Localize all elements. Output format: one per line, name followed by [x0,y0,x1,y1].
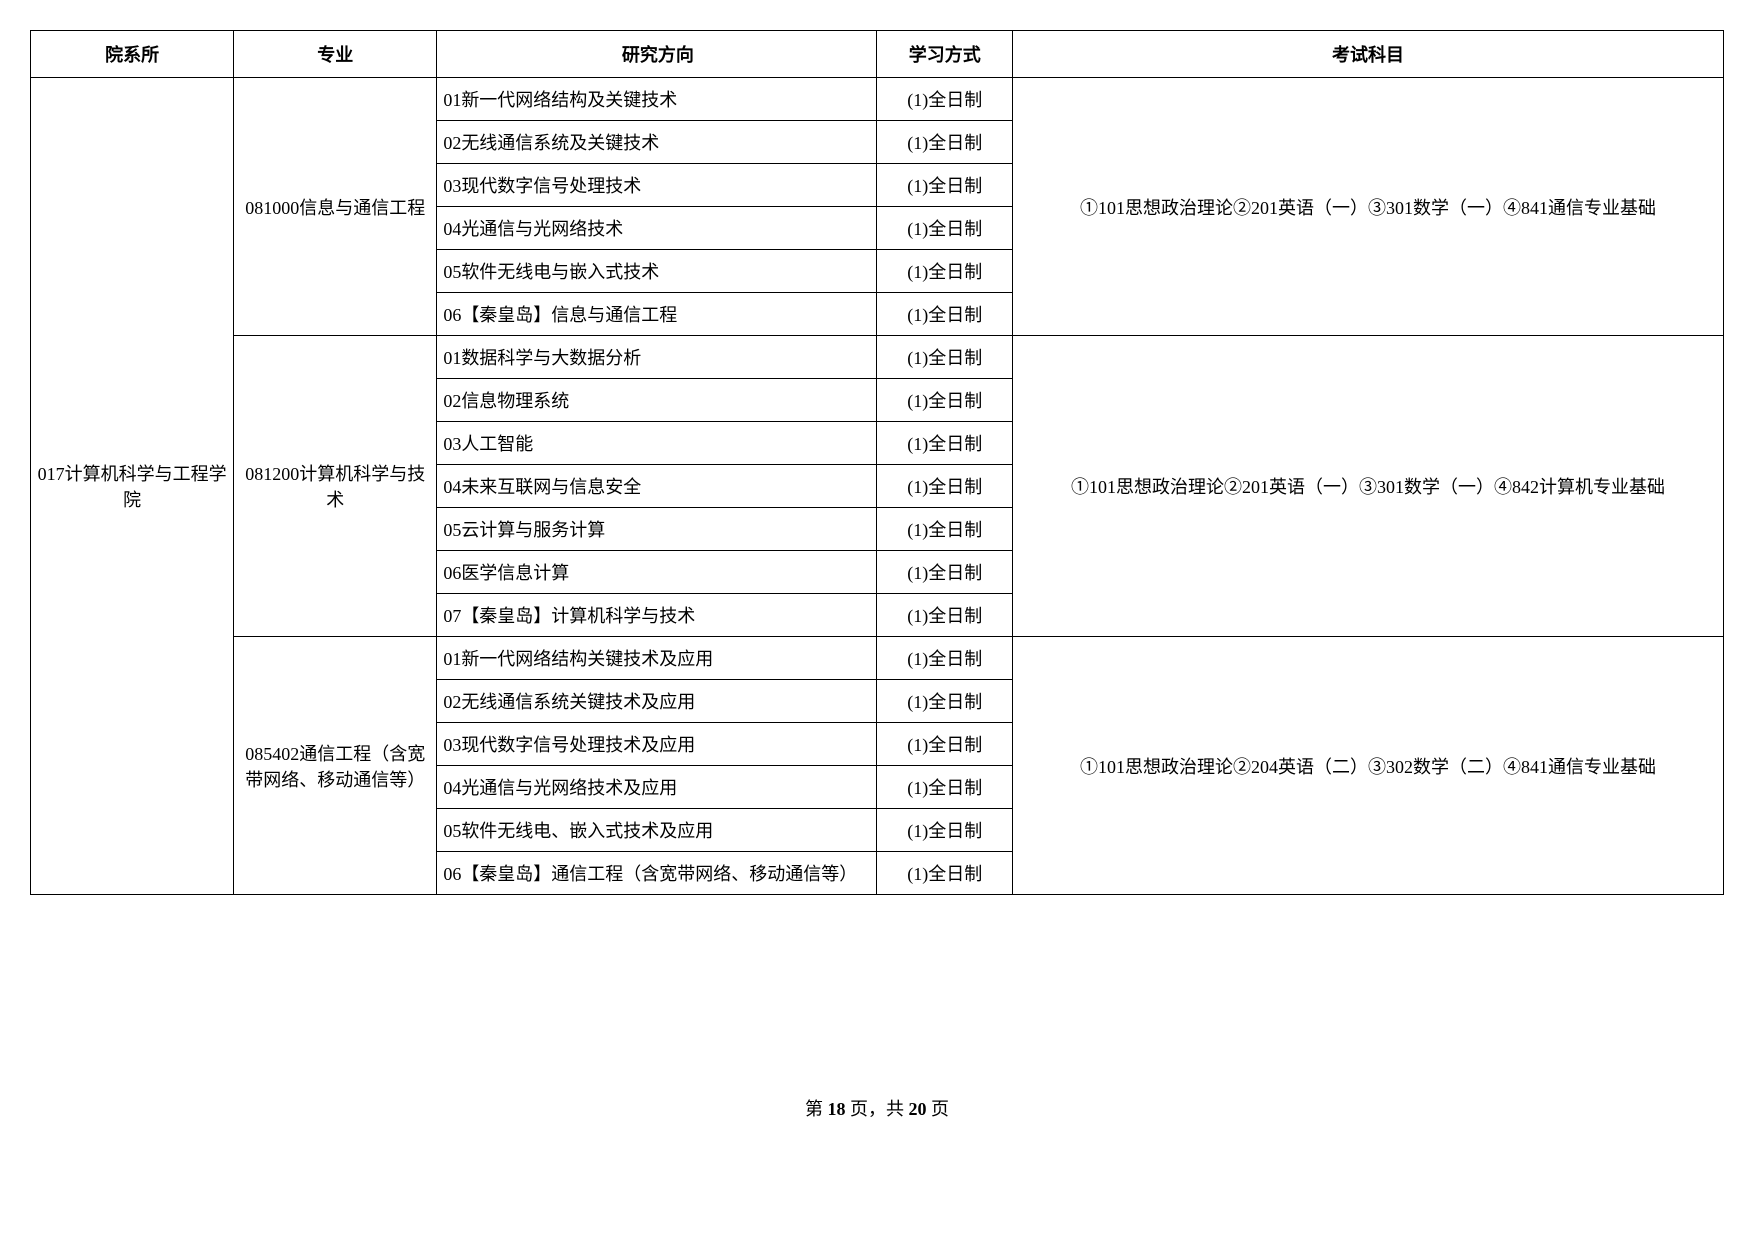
cell-mode: (1)全日制 [877,121,1012,164]
col-major: 专业 [234,31,437,78]
cell-mode: (1)全日制 [877,680,1012,723]
table-row: 081200计算机科学与技术 01数据科学与大数据分析 (1)全日制 ①101思… [31,336,1724,379]
page-footer: 第 18 页，共 20 页 [0,1095,1754,1151]
footer-suffix: 页 [931,1099,949,1119]
cell-mode: (1)全日制 [877,809,1012,852]
cell-direction: 06【秦皇岛】信息与通信工程 [437,293,877,336]
cell-direction: 06医学信息计算 [437,551,877,594]
col-direction: 研究方向 [437,31,877,78]
cell-exam: ①101思想政治理论②201英语（一）③301数学（一）④841通信专业基础 [1012,78,1723,336]
col-mode: 学习方式 [877,31,1012,78]
cell-mode: (1)全日制 [877,293,1012,336]
cell-mode: (1)全日制 [877,78,1012,121]
cell-direction: 01数据科学与大数据分析 [437,336,877,379]
cell-direction: 05云计算与服务计算 [437,508,877,551]
cell-direction: 04光通信与光网络技术 [437,207,877,250]
cell-mode: (1)全日制 [877,551,1012,594]
cell-mode: (1)全日制 [877,723,1012,766]
cell-exam: ①101思想政治理论②201英语（一）③301数学（一）④842计算机专业基础 [1012,336,1723,637]
cell-direction: 05软件无线电、嵌入式技术及应用 [437,809,877,852]
cell-major: 081000信息与通信工程 [234,78,437,336]
cell-mode: (1)全日制 [877,637,1012,680]
cell-direction: 05软件无线电与嵌入式技术 [437,250,877,293]
catalog-table: 院系所 专业 研究方向 学习方式 考试科目 017计算机科学与工程学院 0810… [30,30,1724,895]
cell-direction: 01新一代网络结构关键技术及应用 [437,637,877,680]
cell-major: 081200计算机科学与技术 [234,336,437,637]
cell-mode: (1)全日制 [877,164,1012,207]
cell-mode: (1)全日制 [877,422,1012,465]
table-row: 017计算机科学与工程学院 081000信息与通信工程 01新一代网络结构及关键… [31,78,1724,121]
col-dept: 院系所 [31,31,234,78]
cell-direction: 07【秦皇岛】计算机科学与技术 [437,594,877,637]
cell-direction: 03现代数字信号处理技术 [437,164,877,207]
cell-exam: ①101思想政治理论②204英语（二）③302数学（二）④841通信专业基础 [1012,637,1723,895]
cell-mode: (1)全日制 [877,379,1012,422]
footer-page: 18 [828,1099,846,1119]
cell-mode: (1)全日制 [877,207,1012,250]
cell-mode: (1)全日制 [877,766,1012,809]
cell-direction: 02信息物理系统 [437,379,877,422]
cell-direction: 03人工智能 [437,422,877,465]
cell-direction: 06【秦皇岛】通信工程（含宽带网络、移动通信等） [437,852,877,895]
table-row: 085402通信工程（含宽带网络、移动通信等） 01新一代网络结构关键技术及应用… [31,637,1724,680]
cell-direction: 04未来互联网与信息安全 [437,465,877,508]
cell-major: 085402通信工程（含宽带网络、移动通信等） [234,637,437,895]
cell-mode: (1)全日制 [877,508,1012,551]
table-header-row: 院系所 专业 研究方向 学习方式 考试科目 [31,31,1724,78]
cell-direction: 01新一代网络结构及关键技术 [437,78,877,121]
cell-mode: (1)全日制 [877,250,1012,293]
cell-mode: (1)全日制 [877,594,1012,637]
cell-direction: 02无线通信系统关键技术及应用 [437,680,877,723]
cell-direction: 03现代数字信号处理技术及应用 [437,723,877,766]
cell-direction: 02无线通信系统及关键技术 [437,121,877,164]
footer-mid: 页，共 [850,1099,904,1119]
cell-mode: (1)全日制 [877,465,1012,508]
footer-total: 20 [909,1099,927,1119]
cell-dept: 017计算机科学与工程学院 [31,78,234,895]
col-exam: 考试科目 [1012,31,1723,78]
cell-mode: (1)全日制 [877,336,1012,379]
cell-direction: 04光通信与光网络技术及应用 [437,766,877,809]
footer-prefix: 第 [805,1099,823,1119]
cell-mode: (1)全日制 [877,852,1012,895]
